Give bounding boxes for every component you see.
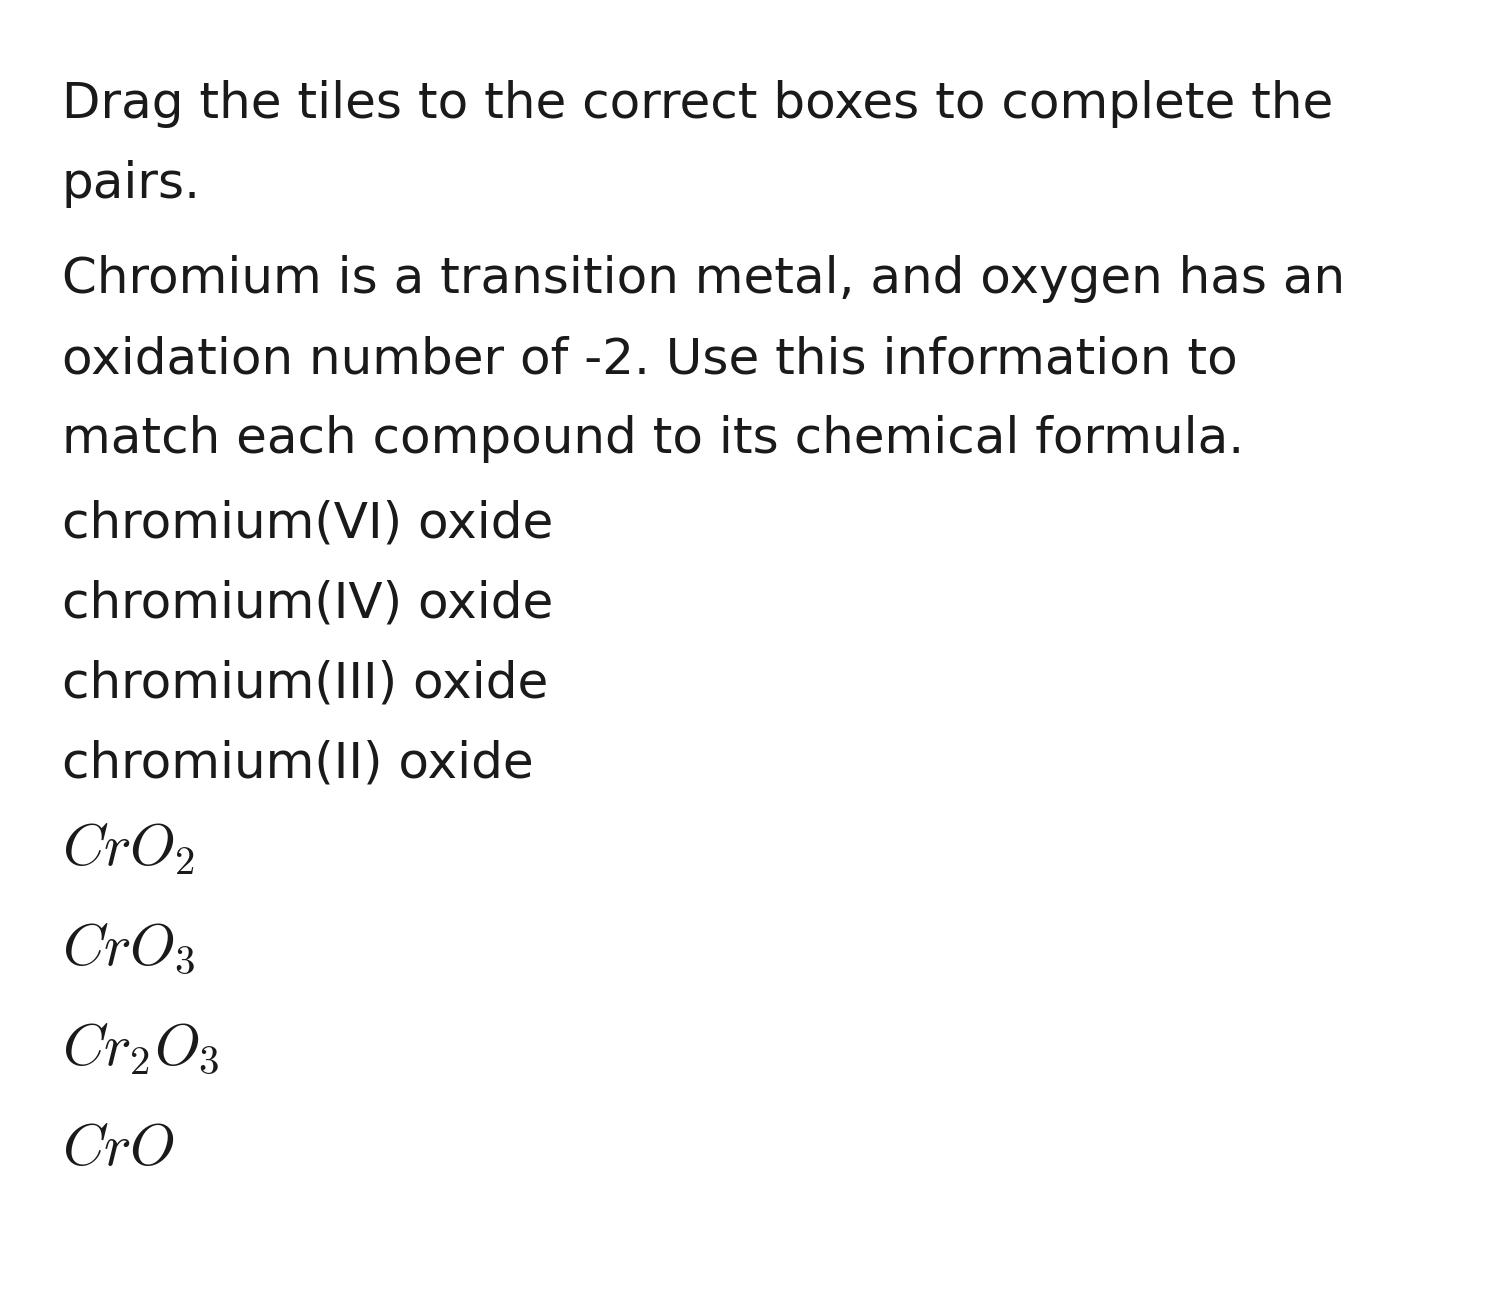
Text: chromium(II) oxide: chromium(II) oxide — [62, 740, 534, 787]
Text: $\mathit{CrO}_2$: $\mathit{CrO}_2$ — [62, 820, 195, 876]
Text: chromium(IV) oxide: chromium(IV) oxide — [62, 579, 554, 628]
Text: Drag the tiles to the correct boxes to complete the: Drag the tiles to the correct boxes to c… — [62, 80, 1334, 128]
Text: Chromium is a transition metal, and oxygen has an: Chromium is a transition metal, and oxyg… — [62, 255, 1346, 303]
Text: chromium(VI) oxide: chromium(VI) oxide — [62, 500, 554, 548]
Text: $\mathit{CrO}_3$: $\mathit{CrO}_3$ — [62, 920, 195, 977]
Text: $\mathit{CrO}$: $\mathit{CrO}$ — [62, 1120, 176, 1177]
Text: match each compound to its chemical formula.: match each compound to its chemical form… — [62, 415, 1243, 463]
Text: $\mathit{Cr}_2\mathit{O}_3$: $\mathit{Cr}_2\mathit{O}_3$ — [62, 1020, 219, 1076]
Text: chromium(III) oxide: chromium(III) oxide — [62, 661, 549, 708]
Text: pairs.: pairs. — [62, 160, 201, 208]
Text: oxidation number of -2. Use this information to: oxidation number of -2. Use this informa… — [62, 335, 1237, 383]
